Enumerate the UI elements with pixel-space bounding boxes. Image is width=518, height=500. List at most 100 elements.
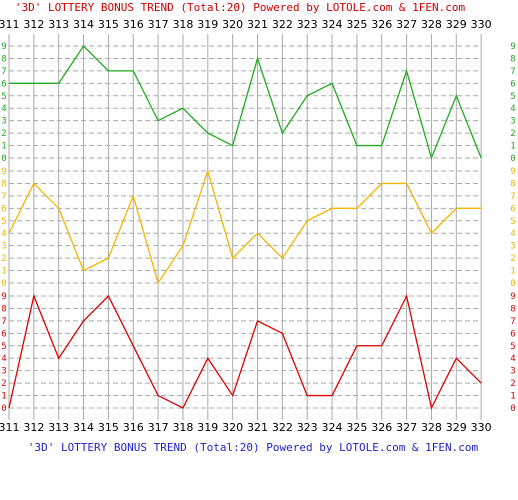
x-tick-label: 330	[471, 18, 492, 31]
x-tick-label: 328	[421, 18, 442, 31]
y-tick-label-left: 0	[1, 279, 6, 289]
x-axis-labels-bottom: 311 312 313 314 315 316 317 318 319 320 321 322 323 3…	[0, 421, 492, 434]
x-tick-label: 327	[396, 421, 417, 434]
x-tick-label: 317	[148, 421, 169, 434]
y-tick-label-left: 5	[1, 342, 6, 352]
y-tick-label-left: 4	[1, 229, 6, 239]
x-tick-label: 325	[346, 421, 367, 434]
y-tick-label-left: 1	[1, 392, 6, 402]
y-tick-label-right: 1	[510, 392, 515, 402]
y-tick-label-left: 6	[1, 329, 6, 339]
chart-footer: '3D' LOTTERY BONUS TREND (Total:20) Powe…	[28, 441, 479, 454]
y-tick-label-right: 0	[510, 404, 515, 414]
y-tick-label-left: 0	[1, 404, 6, 414]
y-tick-label-right: 6	[510, 79, 515, 89]
y-tick-label-left: 8	[1, 179, 6, 189]
x-tick-label: 320	[222, 18, 243, 31]
y-tick-label-left: 6	[1, 79, 6, 89]
y-tick-label-right: 4	[510, 229, 515, 239]
x-tick-label: 319	[197, 18, 218, 31]
series-line-bottom	[8, 293, 482, 410]
grid	[8, 34, 482, 420]
y-tick-label-left: 7	[1, 192, 6, 202]
y-tick-label-left: 6	[1, 204, 6, 214]
y-tick-label-left: 9	[1, 42, 6, 52]
x-tick-label: 321	[247, 18, 268, 31]
x-tick-label: 315	[98, 421, 119, 434]
y-tick-label-right: 4	[510, 104, 515, 114]
y-tick-label-right: 8	[510, 179, 515, 189]
y-tick-label-right: 1	[510, 142, 515, 152]
y-tick-label-left: 2	[1, 129, 6, 139]
x-tick-label: 316	[123, 18, 144, 31]
x-tick-label: 314	[73, 421, 94, 434]
y-tick-label-left: 3	[1, 242, 6, 252]
x-tick-label: 313	[48, 421, 69, 434]
x-tick-label: 323	[297, 18, 318, 31]
series-line-top	[9, 44, 482, 161]
y-tick-label-left: 4	[1, 104, 6, 114]
y-tick-label-right: 5	[510, 92, 515, 102]
x-tick-label: 328	[421, 421, 442, 434]
y-tick-label-left: 3	[1, 367, 6, 377]
y-tick-label-right: 3	[510, 367, 515, 377]
x-tick-label: 324	[322, 421, 343, 434]
x-tick-label: 321	[247, 421, 268, 434]
y-tick-label-right: 6	[510, 329, 515, 339]
y-tick-label-left: 5	[1, 217, 6, 227]
y-tick-label-left: 9	[1, 167, 6, 177]
y-tick-label-right: 3	[510, 242, 515, 252]
x-tick-label: 327	[396, 18, 417, 31]
y-tick-label-right: 8	[510, 304, 515, 314]
y-tick-label-right: 6	[510, 204, 515, 214]
y-tick-label-left: 9	[1, 292, 6, 302]
x-tick-label: 311	[0, 421, 20, 434]
y-tick-label-right: 7	[510, 317, 515, 327]
y-axis-ticks: 0 0 1 1 2 2 3 3 4 4 5 5 6 6 7 7 8 8 9 9 0 0 1 1 2 2 3 3 4 4 5 5 6 6 7 7 8 8 9 9…	[1, 42, 515, 414]
y-tick-label-right: 1	[510, 267, 515, 277]
x-tick-label: 326	[371, 18, 392, 31]
y-tick-label-left: 8	[1, 304, 6, 314]
y-tick-label-right: 7	[510, 192, 515, 202]
y-tick-label-right: 0	[510, 279, 515, 289]
y-tick-label-right: 4	[510, 354, 515, 364]
x-tick-label: 316	[123, 421, 144, 434]
y-tick-label-right: 2	[510, 254, 515, 264]
y-tick-label-right: 9	[510, 42, 515, 52]
x-tick-label: 329	[446, 18, 467, 31]
series-line-middle	[8, 168, 482, 285]
x-tick-label: 319	[197, 421, 218, 434]
y-tick-label-left: 5	[1, 92, 6, 102]
y-tick-label-left: 0	[1, 154, 6, 164]
y-tick-label-right: 2	[510, 379, 515, 389]
x-tick-label: 317	[148, 18, 169, 31]
y-tick-label-right: 5	[510, 217, 515, 227]
x-tick-label: 318	[172, 18, 193, 31]
y-tick-label-right: 7	[510, 67, 515, 77]
x-tick-label: 320	[222, 421, 243, 434]
series-lines	[8, 44, 482, 410]
x-tick-label: 324	[322, 18, 343, 31]
y-tick-label-left: 7	[1, 67, 6, 77]
chart-title: '3D' LOTTERY BONUS TREND (Total:20) Powe…	[15, 1, 466, 14]
x-tick-label: 329	[446, 421, 467, 434]
x-tick-label: 322	[272, 18, 293, 31]
y-tick-label-right: 3	[510, 117, 515, 127]
y-tick-label-left: 7	[1, 317, 6, 327]
x-tick-label: 315	[98, 18, 119, 31]
x-tick-label: 322	[272, 421, 293, 434]
x-tick-label: 314	[73, 18, 94, 31]
x-tick-label: 326	[371, 421, 392, 434]
x-axis-labels-top: 311 312 313 314 315 316 317 318 319 320 321 322 323 3…	[0, 18, 492, 31]
x-tick-label: 323	[297, 421, 318, 434]
x-tick-label: 312	[23, 18, 44, 31]
x-tick-label: 312	[23, 421, 44, 434]
y-tick-label-left: 8	[1, 54, 6, 64]
y-tick-label-left: 1	[1, 142, 6, 152]
y-tick-label-left: 4	[1, 354, 6, 364]
y-tick-label-left: 1	[1, 267, 6, 277]
x-tick-label: 313	[48, 18, 69, 31]
y-tick-label-right: 8	[510, 54, 515, 64]
x-tick-label: 311	[0, 18, 20, 31]
